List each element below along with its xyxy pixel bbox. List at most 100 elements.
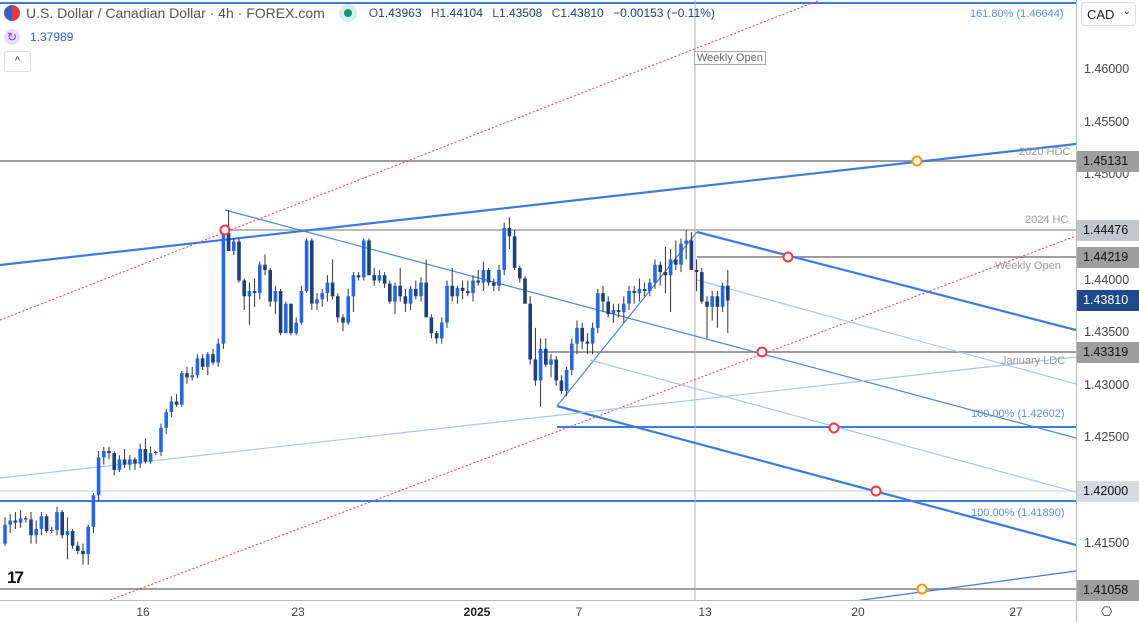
- channel-upper[interactable]: [696, 230, 1076, 332]
- candle-up: [195, 358, 200, 376]
- refresh-icon: ↻: [4, 29, 20, 45]
- time-axis[interactable]: [0, 600, 1076, 622]
- candle-down: [143, 448, 148, 462]
- candle-down: [492, 282, 496, 286]
- channel-mid-upper[interactable]: [696, 279, 1076, 385]
- price-chart[interactable]: [0, 0, 1076, 600]
- candle-down: [268, 269, 272, 302]
- market-status-icon[interactable]: [338, 4, 357, 22]
- candle-down: [76, 545, 80, 551]
- symbol-title[interactable]: U.S. Dollar / Canadian Dollar · 4h · FOR…: [26, 5, 325, 21]
- candle-up: [393, 285, 397, 302]
- candle-down: [424, 282, 428, 318]
- pitchfork-handle[interactable]: [556, 231, 698, 407]
- price-label: 1.44476: [1077, 220, 1139, 242]
- candle-down: [580, 327, 584, 342]
- descending-trendline[interactable]: [224, 209, 1076, 439]
- candle-down: [414, 288, 418, 297]
- candle-up: [440, 322, 444, 339]
- candle-up: [564, 369, 569, 392]
- candle-down: [367, 240, 371, 276]
- indicator-row[interactable]: ↻ 1.37989: [4, 29, 73, 45]
- candle-up: [497, 269, 501, 286]
- ohlc-readout: O1.43963 H1.44104 L1.43508 C1.43810 −0.0…: [368, 6, 715, 20]
- candle-down: [310, 240, 314, 304]
- candle-up: [102, 451, 106, 458]
- currency-select[interactable]: CAD ⌄: [1081, 2, 1136, 26]
- candle-down: [658, 264, 662, 273]
- hdc-label: 2020 HDC: [1019, 146, 1071, 158]
- indicator-value: 1.37989: [30, 30, 74, 44]
- collapse-button[interactable]: ^: [4, 51, 31, 72]
- orange-marker: [911, 155, 923, 167]
- candle-up: [320, 293, 324, 300]
- candle-down: [512, 236, 517, 268]
- candle-down: [486, 269, 491, 283]
- candle-down: [174, 401, 179, 405]
- candle-down: [726, 285, 730, 301]
- candle-up: [128, 459, 132, 465]
- time-tick: 13: [698, 605, 712, 619]
- candle-down: [398, 285, 402, 297]
- candle-up: [50, 529, 54, 531]
- candle-down: [528, 303, 532, 360]
- candle-up: [622, 303, 626, 313]
- candle-up: [258, 264, 262, 294]
- price-label: 1.44219: [1077, 247, 1139, 269]
- candle-up: [65, 530, 70, 536]
- candle-down: [70, 530, 75, 546]
- price-tick: 1.41500: [1084, 535, 1130, 550]
- candle-down: [29, 519, 33, 536]
- candle-down: [60, 512, 64, 536]
- candle-down: [330, 282, 335, 297]
- candle-up: [346, 296, 350, 323]
- candle-up: [455, 287, 460, 297]
- bottom-rising-line[interactable]: [700, 570, 1076, 600]
- candle-down: [632, 291, 636, 294]
- time-tick: 16: [136, 605, 150, 619]
- candle-down: [554, 359, 558, 381]
- price-tick: 1.46000: [1084, 62, 1130, 76]
- time-tick: 23: [291, 605, 305, 619]
- candle-down: [642, 288, 647, 292]
- candle-down: [616, 309, 621, 313]
- candle-down: [694, 269, 699, 273]
- candle-up: [481, 269, 486, 283]
- candle-down: [450, 285, 454, 297]
- candle-down: [107, 451, 111, 454]
- chart-header: U.S. Dollar / Canadian Dollar · 4h · FOR…: [4, 4, 721, 22]
- rising-support-line[interactable]: [0, 356, 1076, 479]
- price-tick: 1.43500: [1084, 325, 1130, 340]
- candle-down: [185, 373, 189, 378]
- candle-up: [39, 516, 44, 529]
- tradingview-logo[interactable]: 17: [7, 568, 24, 587]
- candle-up: [164, 412, 168, 428]
- price-tick: 1.44000: [1084, 272, 1130, 287]
- candle-up: [408, 288, 413, 304]
- candle-up: [34, 528, 38, 536]
- candle-up: [8, 520, 12, 525]
- candle-down: [81, 550, 85, 555]
- candle-down: [336, 296, 340, 318]
- candle-up: [304, 240, 309, 292]
- candle-up: [637, 288, 642, 294]
- candle-down: [403, 296, 408, 304]
- candle-up: [3, 524, 7, 544]
- candle-up: [668, 259, 673, 276]
- red-dotted-upper[interactable]: [0, 0, 821, 321]
- chevron-down-icon: ⌄: [1122, 6, 1131, 17]
- red-marker: [782, 251, 794, 263]
- channel-lower[interactable]: [556, 404, 1076, 547]
- candle-up: [684, 240, 688, 244]
- orange-marker: [916, 583, 928, 595]
- red-dotted-lower[interactable]: [109, 235, 1076, 600]
- chart-drawings: [0, 0, 1076, 600]
- candle-up: [648, 282, 652, 292]
- candle-down: [559, 380, 564, 392]
- time-tick: 2025: [463, 605, 491, 619]
- settings-icon[interactable]: ⎔: [1101, 604, 1113, 619]
- candle-down: [13, 520, 18, 523]
- upper-trendline[interactable]: [0, 142, 1076, 267]
- january-ldc-label: January LDC: [1001, 355, 1066, 367]
- usd-cad-flag-icon: [4, 5, 20, 21]
